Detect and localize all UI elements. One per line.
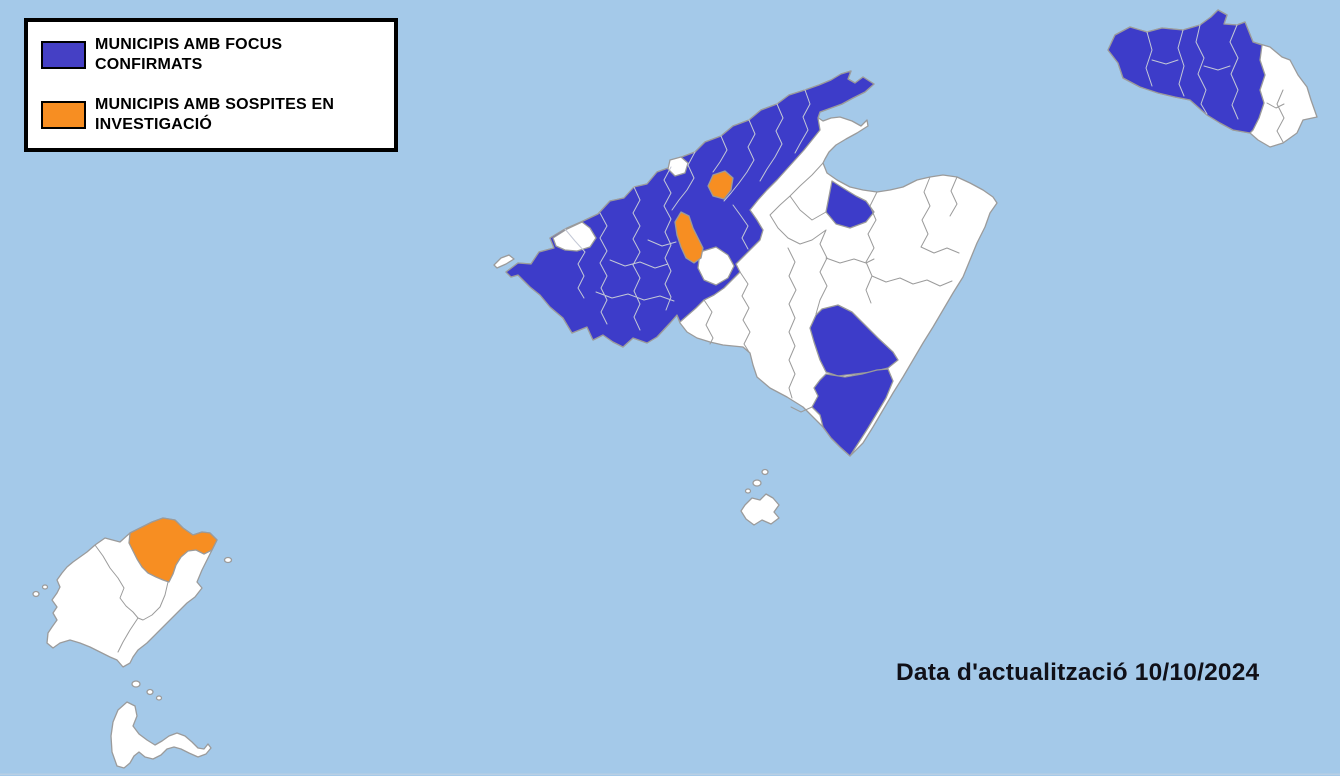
mallorca-confirmed-subdivision-borders (564, 89, 811, 331)
menorca-municipality-borders (1266, 89, 1285, 143)
mallorca-confirmed-region (505, 70, 875, 348)
cabrera-islet (744, 488, 752, 494)
legend-item-suspected: MUNICIPIS AMB SOSPITES EN INVESTIGACIÓ (41, 95, 386, 135)
cabrera-islet (761, 468, 769, 476)
cabrera-main-island (740, 493, 780, 526)
formentera-islets (131, 680, 163, 701)
legend-item-confirmed: MUNICIPIS AMB FOCUS CONFIRMATS (41, 35, 386, 75)
menorca-confirmed-subdivision-borders (1145, 24, 1239, 120)
mallorca-confirmed-southeast-upper (809, 304, 899, 377)
channel-islet (155, 695, 163, 701)
confirmed-legend-label: MUNICIPIS AMB FOCUS CONFIRMATS (95, 36, 283, 73)
mallorca-suspected-region-center (674, 211, 704, 264)
channel-islet (146, 688, 154, 696)
mallorca-suspected-region-north (707, 170, 734, 200)
formentera-island (110, 701, 212, 769)
eivissa-islets (32, 556, 233, 598)
menorca-confirmed-region (1107, 9, 1266, 134)
west-islet (32, 590, 40, 598)
legend: MUNICIPIS AMB FOCUS CONFIRMATS MUNICIPIS… (24, 18, 398, 152)
cabrera-archipelago (740, 468, 780, 526)
eivissa-suspected-region (128, 517, 218, 583)
update-date-text: Data d'actualització 10/10/2024 (896, 659, 1260, 686)
east-islet (223, 556, 233, 564)
cabrera-islet (752, 479, 762, 487)
mallorca-white-coastal-municipality (552, 221, 597, 252)
mallorca-white-enclave (667, 156, 689, 177)
west-islet (41, 584, 49, 590)
mallorca-municipality-borders (703, 162, 960, 413)
channel-islet (131, 680, 141, 688)
suspected-legend-label: MUNICIPIS AMB SOSPITES EN INVESTIGACIÓ (95, 96, 335, 133)
map-bottom-edge (0, 773, 1340, 775)
suspected-color-swatch (41, 101, 86, 129)
confirmed-color-swatch (41, 41, 86, 69)
mallorca-white-notch (697, 246, 735, 286)
eivissa-municipality-borders (94, 544, 169, 653)
dragonera-islet (493, 254, 515, 269)
mallorca-confirmed-southeast-lower (811, 368, 894, 457)
